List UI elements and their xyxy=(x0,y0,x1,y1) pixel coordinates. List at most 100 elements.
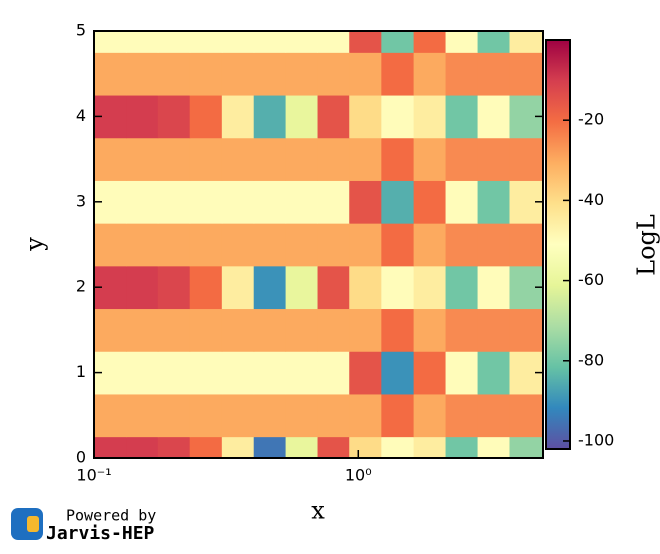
heat-cell xyxy=(254,351,286,394)
heat-cell xyxy=(349,223,382,266)
heat-cell xyxy=(318,31,350,53)
heat-cell xyxy=(414,223,446,266)
heat-cell xyxy=(349,351,382,394)
heat-cell xyxy=(446,223,479,266)
heat-cell xyxy=(349,309,382,352)
heat-cell xyxy=(190,31,223,53)
heat-cell xyxy=(509,138,543,181)
x-tick-label: 10⁻¹ xyxy=(76,466,111,485)
y-tick-label: 5 xyxy=(76,21,86,40)
heat-cell xyxy=(318,266,350,309)
heat-cell xyxy=(254,31,286,53)
heat-cell xyxy=(126,95,158,138)
heat-cell xyxy=(446,351,479,394)
heat-cell xyxy=(318,223,350,266)
heat-cell xyxy=(381,180,414,223)
heat-cell xyxy=(509,394,543,437)
heat-cell xyxy=(478,394,510,437)
heat-cell xyxy=(126,394,158,437)
heat-cell xyxy=(446,52,479,95)
heat-cell xyxy=(254,180,286,223)
heat-cell xyxy=(190,309,223,352)
heat-cell xyxy=(286,266,318,309)
heat-cell xyxy=(254,95,286,138)
heat-cell xyxy=(94,138,127,181)
heat-cell xyxy=(286,437,318,459)
heat-cell xyxy=(478,309,510,352)
heat-cell xyxy=(381,52,414,95)
heat-cell xyxy=(158,95,190,138)
heat-cell xyxy=(286,351,318,394)
logo xyxy=(11,508,43,540)
heat-cell xyxy=(222,31,254,53)
heat-cell xyxy=(158,394,190,437)
heat-cell xyxy=(254,266,286,309)
heat-cell xyxy=(222,351,254,394)
heat-cell xyxy=(381,309,414,352)
heat-cell xyxy=(94,52,127,95)
heat-cell xyxy=(126,180,158,223)
y-tick-label: 2 xyxy=(76,277,86,296)
heat-cell xyxy=(158,309,190,352)
heat-cell xyxy=(446,138,479,181)
heat-cell xyxy=(190,266,223,309)
heat-cell xyxy=(318,437,350,459)
heat-cell xyxy=(318,180,350,223)
heat-cell xyxy=(286,180,318,223)
heat-cell xyxy=(318,95,350,138)
heat-cell xyxy=(478,95,510,138)
heat-cell xyxy=(158,31,190,53)
heat-cell xyxy=(414,138,446,181)
heat-cell xyxy=(478,31,510,53)
heat-cell xyxy=(349,31,382,53)
heat-cell xyxy=(222,95,254,138)
heat-cell xyxy=(318,52,350,95)
heat-cell xyxy=(254,394,286,437)
colorbar-tick-label: -40 xyxy=(578,190,604,209)
heat-cell xyxy=(222,180,254,223)
colorbar-tick-label: -80 xyxy=(578,350,604,369)
heat-cell xyxy=(94,31,127,53)
heat-cell xyxy=(126,351,158,394)
heat-cell xyxy=(126,52,158,95)
heat-cell xyxy=(414,351,446,394)
x-axis-label: x xyxy=(311,497,325,525)
colorbar-label: LogL xyxy=(633,214,660,276)
heat-cell xyxy=(190,351,223,394)
heat-cell xyxy=(318,138,350,181)
heat-cell xyxy=(349,52,382,95)
heat-cell xyxy=(190,138,223,181)
heat-cell xyxy=(222,138,254,181)
heat-cell xyxy=(222,437,254,459)
heat-cell xyxy=(254,52,286,95)
heat-cell xyxy=(254,223,286,266)
heat-cell xyxy=(381,95,414,138)
heat-cell xyxy=(414,437,446,459)
heat-cell xyxy=(349,138,382,181)
y-tick-label: 4 xyxy=(76,106,86,125)
heat-cell xyxy=(126,138,158,181)
heat-cell xyxy=(446,437,479,459)
heat-cell xyxy=(126,437,158,459)
heat-cell xyxy=(286,95,318,138)
heat-cell xyxy=(126,31,158,53)
colorbar xyxy=(546,40,570,449)
heat-cell xyxy=(414,266,446,309)
heat-cell xyxy=(190,95,223,138)
heat-cell xyxy=(414,180,446,223)
heat-cell xyxy=(478,437,510,459)
heat-cell xyxy=(509,223,543,266)
heat-cell xyxy=(318,394,350,437)
heat-cell xyxy=(414,52,446,95)
heat-cell xyxy=(158,223,190,266)
heat-cell xyxy=(222,223,254,266)
heat-cell xyxy=(318,309,350,352)
heat-cell xyxy=(414,394,446,437)
heat-cell xyxy=(349,95,382,138)
heat-cell xyxy=(478,223,510,266)
powered-by: Powered by xyxy=(66,507,156,525)
heat-cell xyxy=(414,31,446,53)
heat-cell xyxy=(478,138,510,181)
heat-cell xyxy=(190,223,223,266)
